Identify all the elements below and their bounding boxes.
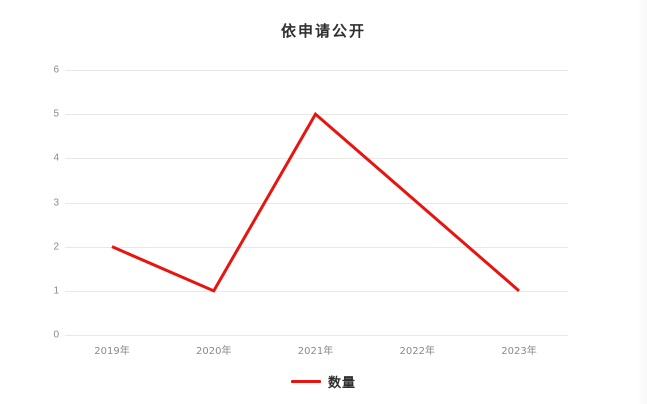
chart-legend: 数量	[0, 372, 647, 391]
legend-color-swatch-quantity	[290, 380, 321, 383]
x-axis-tick-label: 2020年	[196, 346, 232, 357]
x-axis-tick-label: 2019年	[94, 346, 130, 357]
gridline	[65, 70, 568, 71]
y-axis-tick-label: 4	[53, 152, 59, 164]
legend-label-quantity: 数量	[327, 376, 356, 391]
x-axis-tick-label: 2023年	[501, 346, 537, 357]
gridline	[65, 202, 568, 204]
x-axis-tick-label: 2022年	[399, 346, 435, 357]
gridline	[65, 246, 568, 248]
gridline	[65, 335, 568, 336]
x-axis-tick-label: 2021年	[297, 346, 334, 357]
right-edge-strip	[638, 0, 647, 404]
gridline	[65, 290, 568, 292]
y-axis-tick-label: 2	[53, 241, 59, 253]
chart-title: 依申请公开	[280, 22, 366, 40]
y-axis-tick-label: 6	[53, 64, 59, 76]
plot-area: 0 1 2 3 4 5 6 2019年 2020年 2021年 2022年 2023年	[53, 65, 568, 357]
y-axis-tick-label: 1	[53, 285, 59, 297]
y-axis-tick-label: 3	[53, 197, 59, 208]
y-axis-tick-label: 0	[53, 329, 59, 341]
y-axis-tick-label: 5	[53, 108, 59, 120]
series-line-group	[111, 111, 520, 293]
series-line-quantity	[111, 111, 520, 293]
gridline	[65, 158, 568, 160]
